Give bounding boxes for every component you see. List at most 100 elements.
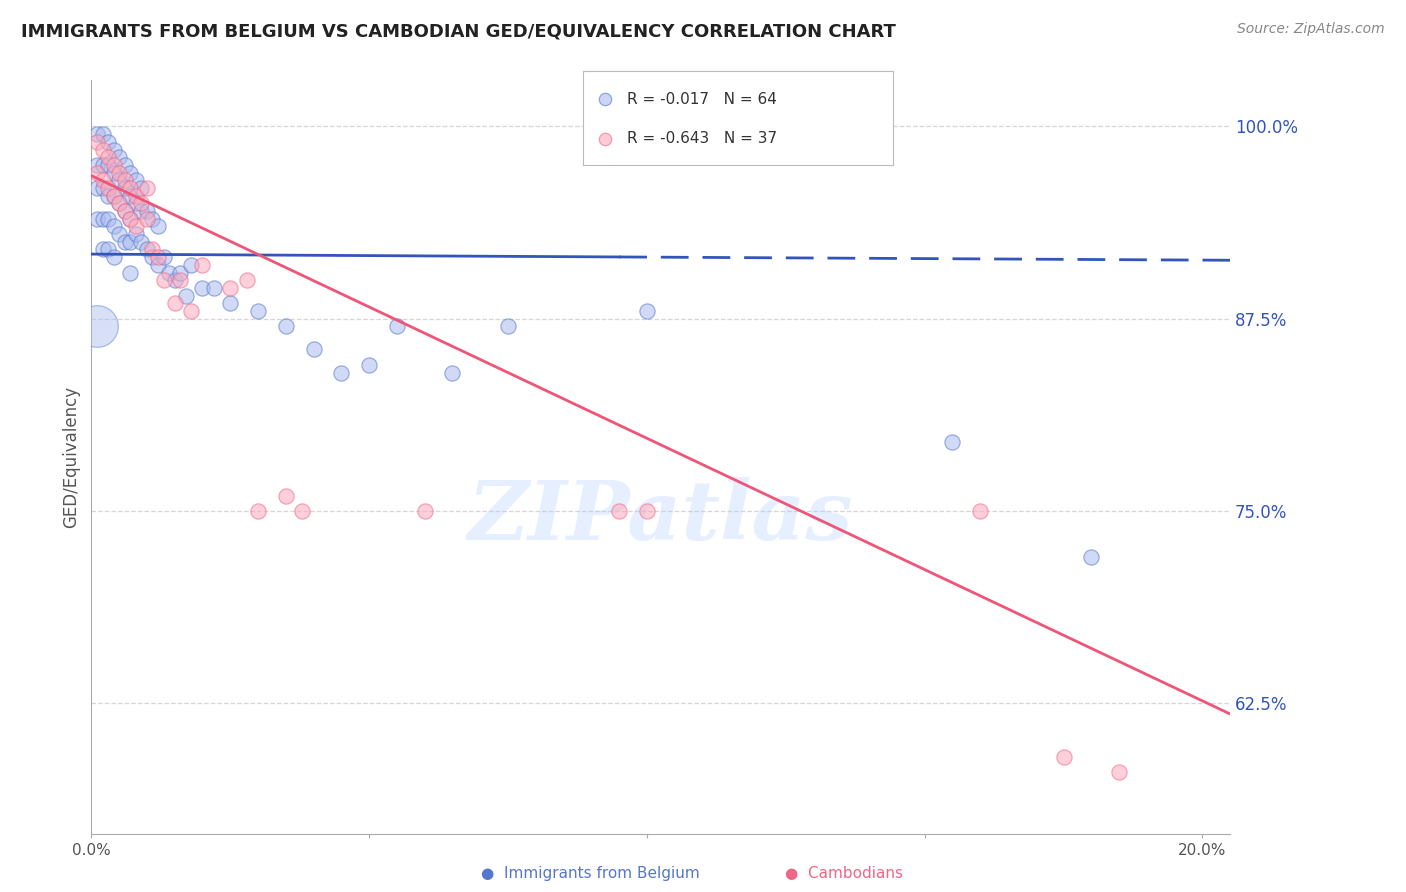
Point (114, 204, 136, 219)
Point (413, 504, 436, 518)
Point (120, 211, 142, 226)
Point (103, 219, 125, 234)
Point (120, 188, 142, 202)
Point (607, 504, 630, 518)
Point (636, 504, 658, 518)
Text: R = -0.643   N = 37: R = -0.643 N = 37 (627, 131, 778, 146)
Point (291, 504, 314, 518)
Point (103, 158, 125, 172)
Point (114, 173, 136, 187)
Point (114, 204, 136, 219)
Point (385, 319, 408, 334)
Point (125, 196, 148, 211)
Point (330, 366, 353, 380)
Point (247, 304, 270, 318)
Point (141, 250, 163, 264)
Point (593, 93, 616, 107)
Point (274, 489, 297, 503)
Point (441, 366, 464, 380)
Point (108, 196, 131, 211)
Point (108, 173, 131, 187)
Point (86, 165, 108, 179)
Point (108, 227, 131, 241)
Point (103, 250, 125, 264)
Point (97, 243, 120, 257)
Point (131, 204, 153, 219)
Point (636, 304, 658, 318)
Point (219, 281, 242, 295)
Point (1052, 750, 1074, 764)
Point (125, 188, 148, 202)
Point (191, 281, 214, 295)
Point (941, 434, 963, 449)
Point (593, 132, 616, 146)
Point (103, 165, 125, 179)
Point (157, 266, 180, 280)
Point (91, 127, 114, 141)
Point (97, 135, 120, 149)
Point (86, 181, 108, 195)
Point (174, 288, 197, 302)
Point (125, 219, 148, 234)
Point (180, 258, 202, 272)
Point (91, 173, 114, 187)
Point (219, 296, 242, 310)
Point (146, 219, 169, 234)
Text: Source: ZipAtlas.com: Source: ZipAtlas.com (1237, 22, 1385, 37)
Point (91, 158, 114, 172)
Point (91, 181, 114, 195)
Point (152, 250, 174, 264)
Point (114, 235, 136, 249)
Point (302, 343, 325, 357)
Point (969, 504, 991, 518)
Point (91, 143, 114, 157)
Point (97, 158, 120, 172)
Point (496, 319, 519, 334)
Point (86, 158, 108, 172)
Point (97, 188, 120, 202)
Text: R = -0.017   N = 64: R = -0.017 N = 64 (627, 92, 776, 107)
Point (125, 173, 148, 187)
Point (120, 235, 142, 249)
Point (108, 165, 131, 179)
Point (191, 258, 214, 272)
Point (120, 181, 142, 195)
Point (180, 304, 202, 318)
Point (136, 243, 159, 257)
Point (97, 181, 120, 195)
Point (141, 243, 163, 257)
Point (86, 319, 108, 334)
Point (86, 127, 108, 141)
Point (1108, 765, 1130, 780)
Text: ●  Cambodians: ● Cambodians (785, 866, 903, 881)
Text: IMMIGRANTS FROM BELGIUM VS CAMBODIAN GED/EQUIVALENCY CORRELATION CHART: IMMIGRANTS FROM BELGIUM VS CAMBODIAN GED… (21, 22, 896, 40)
Point (131, 235, 153, 249)
Point (114, 158, 136, 172)
Point (120, 266, 142, 280)
Point (91, 211, 114, 226)
Point (152, 273, 174, 287)
Point (97, 211, 120, 226)
Point (103, 188, 125, 202)
Text: ●  Immigrants from Belgium: ● Immigrants from Belgium (481, 866, 700, 881)
Point (236, 273, 259, 287)
Point (274, 319, 297, 334)
Point (136, 204, 159, 219)
Point (141, 211, 163, 226)
Point (247, 504, 270, 518)
Point (108, 196, 131, 211)
Point (103, 143, 125, 157)
Point (163, 296, 186, 310)
Point (108, 150, 131, 164)
Point (120, 165, 142, 179)
Point (86, 211, 108, 226)
Point (120, 211, 142, 226)
Point (1080, 550, 1102, 565)
Point (163, 273, 186, 287)
Point (146, 258, 169, 272)
Point (131, 196, 153, 211)
Point (146, 250, 169, 264)
Point (97, 150, 120, 164)
Point (103, 188, 125, 202)
Point (359, 358, 381, 372)
